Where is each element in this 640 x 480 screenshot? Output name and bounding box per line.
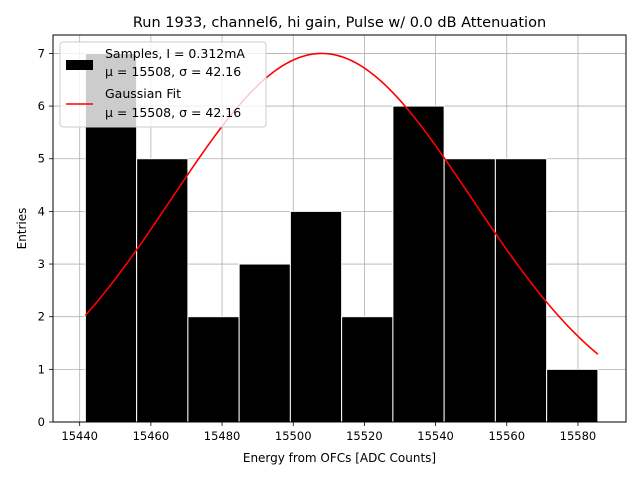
y-tick-label: 2 bbox=[38, 310, 45, 324]
histogram-bar bbox=[341, 316, 394, 423]
x-tick-label: 15460 bbox=[133, 429, 170, 443]
x-tick-label: 15480 bbox=[204, 429, 241, 443]
histogram-bar bbox=[187, 316, 240, 423]
y-tick-label: 7 bbox=[38, 46, 45, 60]
y-tick-label: 1 bbox=[38, 362, 45, 376]
histogram-bar bbox=[238, 263, 291, 423]
gaussian-fit-curve bbox=[84, 52, 599, 355]
y-tick-label: 6 bbox=[38, 99, 45, 113]
legend-box bbox=[59, 41, 267, 128]
histogram-bar bbox=[289, 210, 343, 423]
axes-frame bbox=[52, 34, 627, 423]
x-axis-label: Energy from OFCs [ADC Counts] bbox=[243, 451, 436, 465]
legend-fit-stats: μ = 15508, σ = 42.16 bbox=[105, 105, 241, 120]
chart-title: Run 1933, channel6, hi gain, Pulse w/ 0.… bbox=[133, 15, 546, 31]
y-axis-ticks: 0 1 2 3 4 5 6 7 bbox=[38, 46, 53, 429]
legend-fit-label: Gaussian Fit bbox=[105, 86, 181, 101]
x-tick-label: 15560 bbox=[488, 429, 525, 443]
y-tick-label: 0 bbox=[38, 415, 45, 429]
legend-samples-stats: μ = 15508, σ = 42.16 bbox=[105, 64, 241, 79]
y-tick-label: 3 bbox=[38, 257, 45, 271]
histogram-bar bbox=[392, 105, 445, 423]
x-tick-label: 15540 bbox=[417, 429, 454, 443]
y-tick-label: 4 bbox=[38, 204, 45, 218]
x-tick-label: 15580 bbox=[560, 429, 597, 443]
x-axis-ticks: 15440 15460 15480 15500 15520 15540 15560 15580 bbox=[61, 422, 596, 443]
x-tick-label: 15520 bbox=[346, 429, 383, 443]
x-tick-label: 15500 bbox=[275, 429, 312, 443]
legend: Samples, I = 0.312mA μ = 15508, σ = 42.1… bbox=[59, 41, 267, 128]
legend-samples-label: Samples, I = 0.312mA bbox=[105, 46, 245, 61]
fit-curve-layer bbox=[84, 52, 599, 355]
y-axis-label: Entries bbox=[15, 208, 29, 250]
histogram-bar bbox=[546, 368, 599, 423]
histogram-bar bbox=[443, 158, 496, 423]
x-tick-label: 15440 bbox=[61, 429, 98, 443]
legend-samples-swatch bbox=[66, 60, 93, 70]
y-tick-label: 5 bbox=[38, 152, 45, 166]
histogram-bar bbox=[494, 158, 548, 423]
histogram-bar bbox=[136, 158, 189, 423]
